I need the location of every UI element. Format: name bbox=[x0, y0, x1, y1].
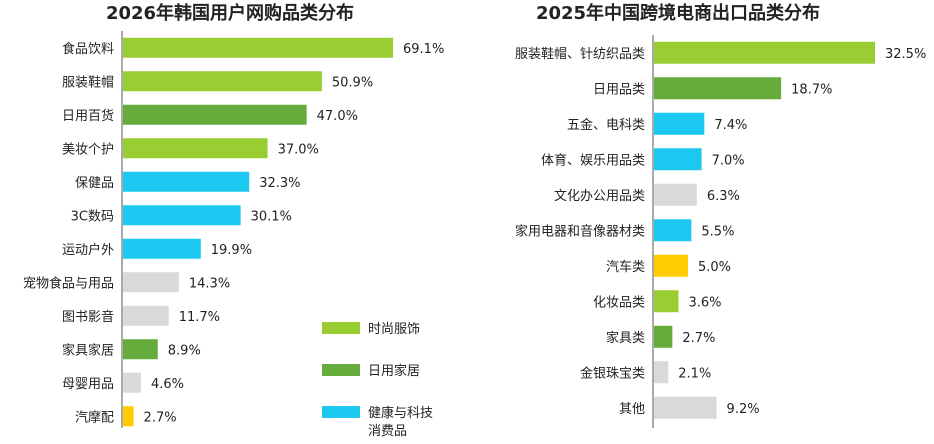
legend-label: 日用家居 bbox=[368, 363, 420, 379]
value-label: 3.6% bbox=[688, 295, 721, 310]
value-label: 7.4% bbox=[714, 118, 747, 133]
bar bbox=[654, 325, 673, 348]
category-label: 化妆品类 bbox=[593, 295, 645, 310]
bar bbox=[654, 77, 782, 100]
legend-label-line: 健康与科技 bbox=[368, 405, 433, 421]
value-label: 6.3% bbox=[707, 189, 740, 204]
bar bbox=[123, 238, 201, 259]
value-label: 5.5% bbox=[701, 224, 734, 239]
category-label: 运动户外 bbox=[62, 242, 114, 258]
legend-swatch bbox=[322, 406, 360, 418]
value-label: 19.9% bbox=[211, 243, 252, 258]
bar bbox=[654, 396, 717, 419]
value-label: 18.7% bbox=[791, 82, 832, 97]
value-label: 2.7% bbox=[682, 331, 715, 346]
category-label: 其他 bbox=[619, 402, 645, 417]
value-label: 4.6% bbox=[151, 377, 184, 392]
bar bbox=[654, 112, 705, 135]
category-label: 服装鞋帽、针纺织品类 bbox=[515, 46, 645, 62]
bar bbox=[123, 138, 268, 159]
category-label: 食品饮料 bbox=[62, 41, 114, 57]
bar bbox=[123, 104, 307, 125]
bar bbox=[123, 305, 169, 326]
category-label: 金银珠宝类 bbox=[580, 365, 645, 381]
bar bbox=[123, 339, 158, 360]
category-label: 母婴用品 bbox=[62, 377, 114, 392]
value-label: 32.3% bbox=[259, 176, 300, 191]
value-label: 37.0% bbox=[278, 142, 319, 157]
category-label: 汽车类 bbox=[606, 259, 645, 275]
category-label: 3C数码 bbox=[71, 209, 114, 224]
value-label: 9.2% bbox=[727, 402, 760, 417]
value-label: 5.0% bbox=[698, 260, 731, 275]
value-label: 30.1% bbox=[251, 209, 292, 224]
value-label: 7.0% bbox=[712, 153, 745, 168]
value-label: 47.0% bbox=[317, 109, 358, 124]
category-label: 家具类 bbox=[606, 330, 645, 346]
chart-title: 2026年韩国用户网购品类分布 bbox=[106, 2, 354, 24]
bar bbox=[123, 372, 141, 393]
bar bbox=[123, 205, 241, 226]
category-label: 宠物食品与用品 bbox=[23, 275, 114, 291]
category-label: 日用百货 bbox=[62, 108, 114, 124]
value-label: 2.1% bbox=[678, 366, 711, 381]
category-label: 保健品 bbox=[75, 176, 114, 191]
bar bbox=[123, 171, 250, 192]
legend-label: 健康与科技消费品 bbox=[368, 405, 433, 439]
value-label: 32.5% bbox=[885, 47, 926, 62]
value-label: 2.7% bbox=[144, 410, 177, 425]
legend-label-line: 消费品 bbox=[368, 424, 407, 439]
category-label: 服装鞋帽 bbox=[62, 74, 114, 90]
value-label: 8.9% bbox=[168, 343, 201, 358]
value-label: 50.9% bbox=[332, 75, 373, 90]
value-label: 14.3% bbox=[189, 276, 230, 291]
category-label: 图书影音 bbox=[62, 309, 114, 325]
category-label: 日用品类 bbox=[593, 82, 645, 97]
value-label: 69.1% bbox=[403, 42, 444, 57]
bar bbox=[654, 254, 688, 277]
category-label: 家用电器和音像器材类 bbox=[515, 223, 645, 239]
bar bbox=[654, 219, 692, 242]
bar bbox=[123, 37, 393, 58]
category-label: 家具家居 bbox=[62, 342, 114, 358]
category-label: 美妆个护 bbox=[62, 142, 114, 157]
bar bbox=[123, 71, 322, 92]
bar bbox=[123, 272, 179, 293]
bar bbox=[654, 361, 669, 384]
bar bbox=[654, 41, 875, 64]
chart-title: 2025年中国跨境电商出口品类分布 bbox=[536, 2, 820, 24]
value-label: 11.7% bbox=[179, 310, 220, 325]
bar bbox=[123, 406, 134, 427]
bar bbox=[654, 183, 697, 206]
bar bbox=[654, 290, 679, 313]
legend-swatch bbox=[322, 322, 360, 334]
legend-label: 时尚服饰 bbox=[368, 322, 420, 337]
category-label: 汽摩配 bbox=[75, 409, 114, 425]
category-label: 五金、电科类 bbox=[567, 117, 645, 133]
category-label: 体育、娱乐用品类 bbox=[541, 152, 645, 168]
bar bbox=[654, 148, 702, 171]
category-label: 文化办公用品类 bbox=[554, 189, 645, 204]
legend-swatch bbox=[322, 364, 360, 376]
